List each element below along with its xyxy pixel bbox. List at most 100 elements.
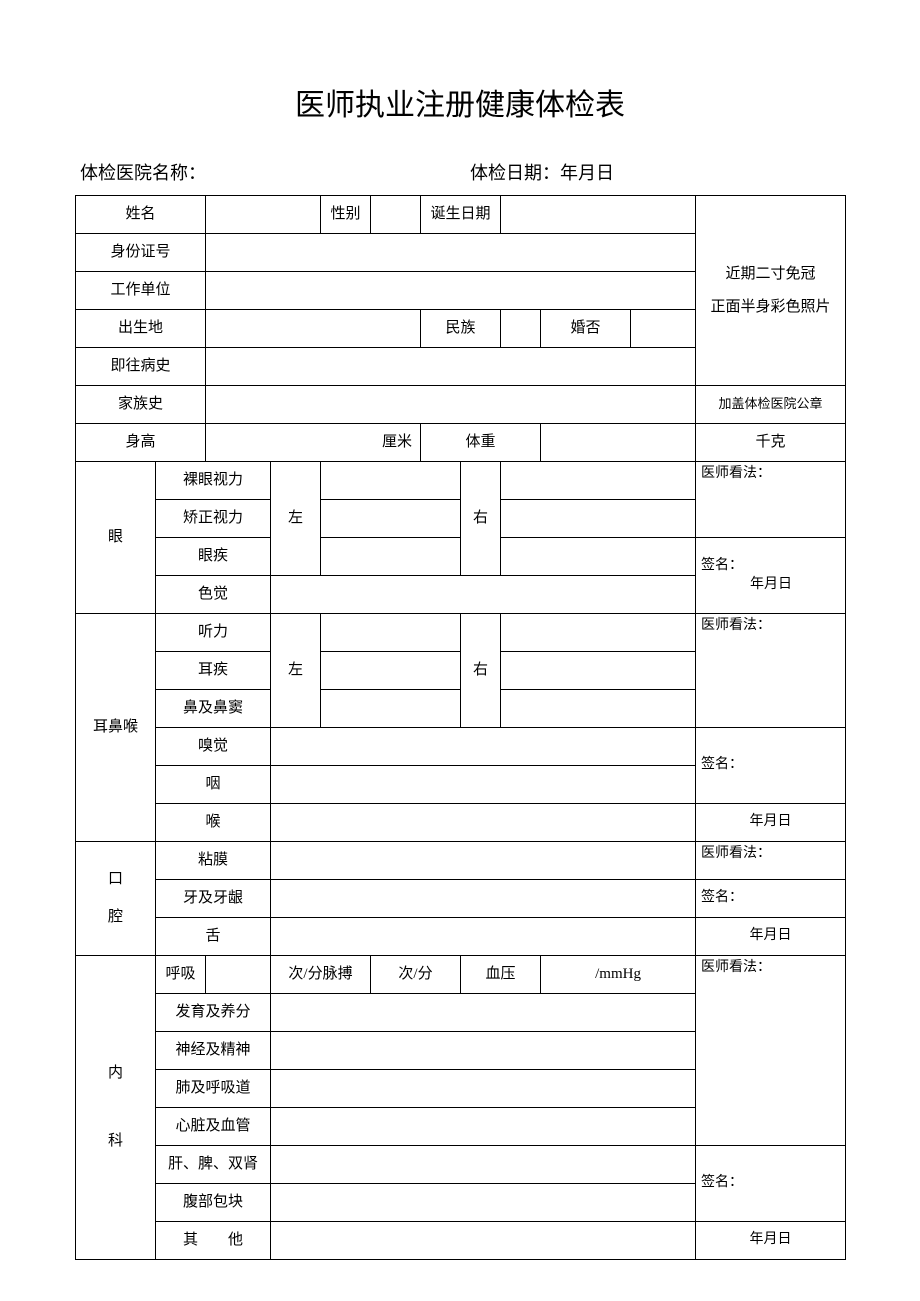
field-tongue (271, 918, 696, 956)
label-pulse-unit: 次/分 (371, 956, 461, 994)
label-eye: 眼 (76, 462, 156, 614)
oral-date: 年月日 (696, 918, 846, 956)
photo-box: 近期二寸免冠 正面半身彩色照片 (696, 196, 846, 386)
field-nose-left (321, 690, 461, 728)
field-teeth-gum (271, 880, 696, 918)
field-work-unit (206, 272, 696, 310)
field-weight (541, 424, 696, 462)
label-marital: 婚否 (541, 310, 631, 348)
eye-signature: 签名： 年月日 (696, 538, 846, 614)
label-oral: 口腔 (76, 842, 156, 956)
field-lung-resp (271, 1070, 696, 1108)
internal-signature: 签名： (696, 1146, 846, 1222)
field-resp-value (206, 956, 271, 994)
label-bp: 血压 (461, 956, 541, 994)
field-hearing-left (321, 614, 461, 652)
page-title: 医师执业注册健康体检表 (75, 80, 845, 124)
field-height: 厘米 (206, 424, 421, 462)
label-name: 姓名 (76, 196, 206, 234)
field-nose-right (501, 690, 696, 728)
eye-doctor-opinion: 医师看法： (696, 462, 846, 538)
label-teeth-gum: 牙及牙龈 (156, 880, 271, 918)
field-birthplace (206, 310, 421, 348)
label-internal: 内科 (76, 956, 156, 1260)
field-eye-left-corrected (321, 500, 461, 538)
label-ent: 耳鼻喉 (76, 614, 156, 842)
photo-line1: 近期二寸免冠 (726, 266, 816, 282)
label-work-unit: 工作单位 (76, 272, 206, 310)
field-larynx (271, 804, 696, 842)
oral-signature: 签名： (696, 880, 846, 918)
label-pharynx: 咽 (156, 766, 271, 804)
weight-unit: 千克 (696, 424, 846, 462)
label-color-vision: 色觉 (156, 576, 271, 614)
oral-doctor-opinion: 医师看法： (696, 842, 846, 880)
field-birthdate (501, 196, 696, 234)
exam-form-table: 姓名 性别 诞生日期 近期二寸免冠 正面半身彩色照片 身份证号 工作单位 出生地… (75, 195, 846, 1260)
internal-doctor-opinion: 医师看法： (696, 956, 846, 1146)
field-other (271, 1222, 696, 1260)
label-ent-left: 左 (271, 614, 321, 728)
ent-doctor-opinion: 医师看法： (696, 614, 846, 728)
field-smell (271, 728, 696, 766)
label-abdominal-mass: 腹部包块 (156, 1184, 271, 1222)
field-id-number (206, 234, 696, 272)
photo-line2: 正面半身彩色照片 (711, 299, 831, 315)
internal-date: 年月日 (696, 1222, 846, 1260)
label-smell: 嗅觉 (156, 728, 271, 766)
field-name (206, 196, 321, 234)
label-eye-right: 右 (461, 462, 501, 576)
label-nerve-mental: 神经及精神 (156, 1032, 271, 1070)
field-nerve-mental (271, 1032, 696, 1070)
label-resp-unit: 次/分脉搏 (271, 956, 371, 994)
field-eye-left-disease (321, 538, 461, 576)
label-ethnicity: 民族 (421, 310, 501, 348)
label-liver-spleen-kidney: 肝、脾、双肾 (156, 1146, 271, 1184)
label-larynx: 喉 (156, 804, 271, 842)
field-eye-right-naked (501, 462, 696, 500)
label-other: 其 他 (156, 1222, 271, 1260)
label-corrected-vision: 矫正视力 (156, 500, 271, 538)
header-row: 体检医院名称： 体检日期：年月日 (75, 159, 845, 185)
label-eye-left: 左 (271, 462, 321, 576)
field-gender (371, 196, 421, 234)
label-heart-vessel: 心脏及血管 (156, 1108, 271, 1146)
field-ear-left (321, 652, 461, 690)
label-ear-disease: 耳疾 (156, 652, 271, 690)
label-hearing: 听力 (156, 614, 271, 652)
label-tongue: 舌 (156, 918, 271, 956)
label-dev-nutrition: 发育及养分 (156, 994, 271, 1032)
field-ear-right (501, 652, 696, 690)
label-nose-sinus: 鼻及鼻窦 (156, 690, 271, 728)
field-eye-right-disease (501, 538, 696, 576)
label-ent-right: 右 (461, 614, 501, 728)
field-past-history (206, 348, 696, 386)
field-eye-right-corrected (501, 500, 696, 538)
label-respiration: 呼吸 (156, 956, 206, 994)
field-pharynx (271, 766, 696, 804)
ent-date: 年月日 (696, 804, 846, 842)
field-liver-spleen-kidney (271, 1146, 696, 1184)
label-family-history: 家族史 (76, 386, 206, 424)
label-birthplace: 出生地 (76, 310, 206, 348)
stamp-note: 加盖体检医院公章 (696, 386, 846, 424)
ent-signature: 签名： (696, 728, 846, 804)
label-mucosa: 粘膜 (156, 842, 271, 880)
field-bp: /mmHg (541, 956, 696, 994)
field-hearing-right (501, 614, 696, 652)
field-mucosa (271, 842, 696, 880)
field-color-vision (271, 576, 696, 614)
label-weight: 体重 (421, 424, 541, 462)
label-birthdate: 诞生日期 (421, 196, 501, 234)
label-past-history: 即往病史 (76, 348, 206, 386)
field-ethnicity (501, 310, 541, 348)
label-height: 身高 (76, 424, 206, 462)
label-eye-disease: 眼疾 (156, 538, 271, 576)
label-naked-vision: 裸眼视力 (156, 462, 271, 500)
field-dev-nutrition (271, 994, 696, 1032)
field-heart-vessel (271, 1108, 696, 1146)
label-id-number: 身份证号 (76, 234, 206, 272)
label-lung-resp: 肺及呼吸道 (156, 1070, 271, 1108)
field-abdominal-mass (271, 1184, 696, 1222)
field-marital (631, 310, 696, 348)
